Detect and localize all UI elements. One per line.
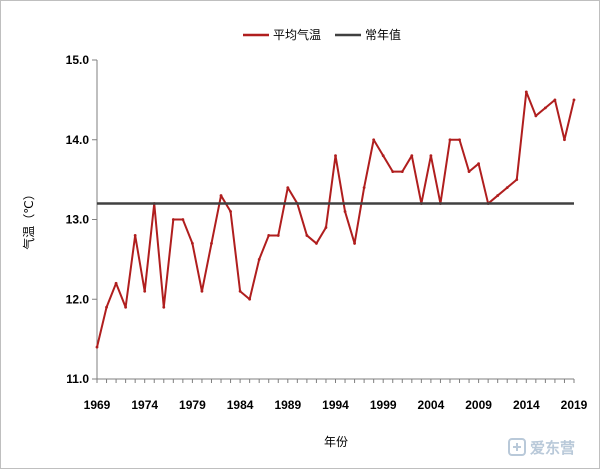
data-point	[171, 218, 175, 221]
x-tick-label: 2014	[513, 398, 540, 412]
x-tick-label: 1984	[227, 398, 254, 412]
legend: 平均气温 常年值	[243, 27, 401, 42]
data-point	[181, 218, 185, 221]
data-point	[162, 305, 166, 309]
data-point	[362, 186, 366, 190]
x-tick-label: 2009	[465, 398, 492, 412]
data-point	[210, 242, 213, 245]
data-point	[124, 305, 128, 309]
y-tick-label: 15.0	[66, 53, 90, 67]
data-point	[324, 226, 328, 229]
data-point	[200, 289, 204, 293]
data-point	[381, 154, 385, 158]
legend-label-series-1: 常年值	[365, 27, 401, 42]
data-point	[143, 289, 147, 293]
series-layer	[95, 90, 576, 349]
data-point	[334, 154, 337, 158]
data-point	[496, 194, 500, 197]
axes	[96, 60, 574, 380]
data-point	[372, 138, 376, 142]
data-point	[133, 234, 137, 237]
y-tick-label: 13.0	[66, 213, 90, 227]
watermark-text: 爱东营	[530, 439, 575, 457]
data-point	[105, 305, 108, 309]
x-tick-label: 1989	[274, 398, 301, 412]
x-ticks: 1969 1974 1979 1984 1989 1994 1999 2004 2009 2014…	[84, 379, 588, 412]
data-point	[315, 242, 318, 245]
data-point	[458, 138, 461, 142]
data-point	[95, 345, 99, 349]
data-point	[276, 234, 280, 237]
data-point	[553, 98, 557, 102]
data-point	[229, 210, 232, 213]
data-point	[534, 114, 538, 118]
x-tick-label: 2019	[561, 398, 588, 412]
data-point	[563, 138, 566, 142]
data-point	[267, 234, 271, 237]
data-point	[515, 178, 519, 182]
y-axis-title: 气温（℃）	[21, 188, 36, 249]
y-ticks: 11.0 12.0 13.0 14.0 15.0	[66, 53, 97, 386]
y-tick-label: 12.0	[66, 292, 90, 306]
legend-label-series-0: 平均气温	[273, 27, 321, 42]
data-point	[429, 154, 433, 158]
watermark-icon-glyph	[513, 443, 521, 451]
x-tick-label: 1969	[84, 398, 111, 412]
data-point	[505, 186, 509, 190]
data-point	[114, 281, 118, 285]
data-point	[410, 154, 414, 158]
data-point	[391, 170, 395, 174]
watermark-icon	[508, 438, 526, 456]
data-point	[448, 138, 452, 142]
data-point	[286, 186, 290, 190]
y-tick-label: 11.0	[66, 372, 89, 386]
data-point	[343, 210, 347, 213]
x-tick-label: 1979	[179, 398, 206, 412]
x-tick-label: 2004	[418, 398, 445, 412]
x-tick-label: 1994	[322, 398, 349, 412]
data-point	[219, 194, 223, 197]
data-point	[543, 106, 547, 110]
data-point	[400, 170, 404, 174]
data-point	[191, 242, 194, 245]
data-point	[248, 297, 252, 301]
data-point	[467, 170, 471, 174]
data-point	[353, 242, 356, 245]
data-point	[477, 162, 480, 166]
y-tick-label: 14.0	[66, 133, 90, 147]
x-axis-title: 年份	[324, 435, 348, 449]
data-point	[257, 257, 261, 261]
data-point	[524, 90, 528, 94]
x-tick-label: 1999	[370, 398, 397, 412]
x-tick-label: 1974	[131, 398, 158, 412]
data-point	[238, 289, 242, 293]
watermark: 爱东营	[508, 438, 575, 457]
series-line-0	[96, 90, 575, 348]
data-point	[305, 234, 309, 237]
data-point	[572, 98, 576, 102]
